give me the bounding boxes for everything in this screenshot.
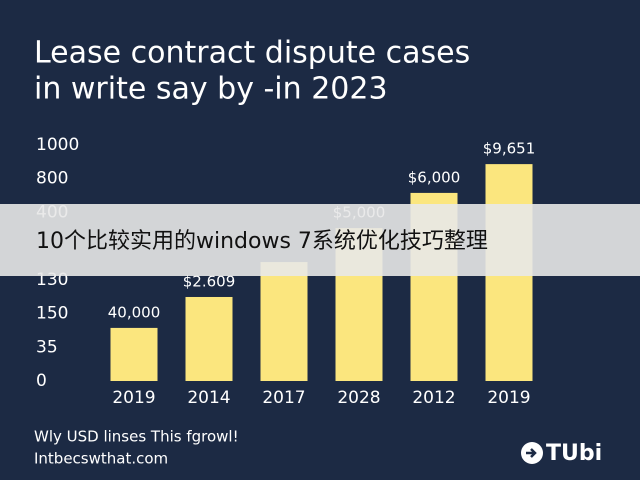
chart-title: Lease contract dispute cases xyxy=(34,36,470,71)
footer-text: Intbecswthat.com xyxy=(34,450,168,468)
x-tick-label: 2028 xyxy=(337,388,380,408)
banner-text: 10个比较实用的windows 7系统优化技巧整理 xyxy=(36,229,488,254)
x-tick-label: 2012 xyxy=(412,388,455,408)
annotation: 40,000 xyxy=(108,303,161,321)
y-axis-label: 800 xyxy=(36,169,68,189)
logo-arrow xyxy=(526,448,537,458)
footer-text: Wly USD linses This fgrowl! xyxy=(34,428,239,446)
annotation: $2.609 xyxy=(183,272,236,290)
chart-title: in write say by -in 2023 xyxy=(34,72,388,107)
annotation: $6,000 xyxy=(408,168,461,186)
bar xyxy=(260,262,308,381)
banner-background xyxy=(0,204,640,276)
x-tick-label: 2014 xyxy=(187,388,230,408)
y-axis-label: 35 xyxy=(36,337,58,357)
y-axis-label: 0 xyxy=(36,371,47,391)
bar xyxy=(185,296,233,381)
annotation: $9,651 xyxy=(483,140,536,158)
x-tick-label: 2017 xyxy=(262,388,305,408)
y-axis-label: 150 xyxy=(36,304,68,324)
x-tick-label: 2019 xyxy=(112,388,155,408)
y-axis-label: 1000 xyxy=(36,135,79,155)
bar xyxy=(110,327,158,381)
logo: TUbi xyxy=(546,441,602,466)
x-tick-label: 2019 xyxy=(487,388,530,408)
